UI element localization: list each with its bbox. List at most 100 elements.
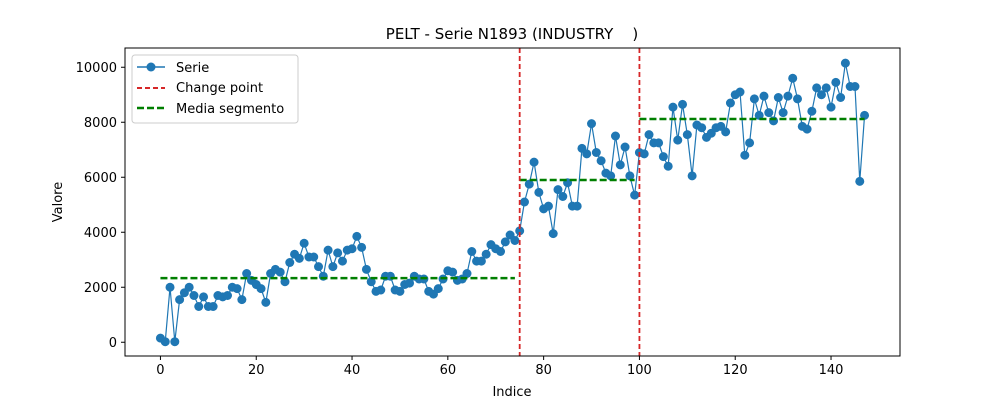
chart-title: PELT - Serie N1893 (INDUSTRY ) (386, 25, 638, 43)
data-point (285, 258, 295, 267)
y-tick-label: 0 (109, 336, 117, 351)
data-point (572, 201, 582, 211)
data-point (615, 160, 625, 170)
x-tick-label: 60 (440, 363, 457, 378)
legend-marker-serie (146, 62, 156, 72)
data-point (639, 149, 649, 159)
data-point (855, 176, 865, 186)
data-point (519, 197, 529, 207)
data-point (510, 236, 520, 245)
data-point (309, 252, 319, 262)
data-point (208, 302, 218, 311)
data-point (261, 297, 271, 307)
data-point (481, 249, 491, 259)
x-tick-label: 80 (535, 363, 552, 378)
x-tick-label: 140 (819, 363, 844, 378)
x-tick-label: 120 (723, 363, 748, 378)
x-tick-label: 20 (248, 363, 265, 378)
data-point (745, 138, 755, 148)
data-point (663, 161, 673, 171)
data-point (610, 131, 620, 141)
legend-item-change-point: Change point (137, 81, 263, 96)
data-point (783, 91, 793, 101)
y-tick-label: 6000 (84, 171, 117, 186)
legend-label-change-point: Change point (176, 81, 263, 96)
data-point (654, 138, 664, 148)
data-point (658, 152, 668, 162)
y-tick-label: 8000 (84, 116, 117, 131)
data-point (836, 93, 846, 102)
data-point (476, 256, 486, 266)
legend-label-media-segmento: Media segmento (176, 102, 284, 117)
legend: Serie Change point Media segmento (131, 54, 299, 124)
data-point (678, 99, 688, 109)
data-point (625, 171, 635, 181)
data-point (606, 171, 616, 181)
data-point (405, 278, 415, 288)
data-point (357, 242, 367, 252)
data-point (467, 247, 477, 256)
data-point (548, 229, 558, 239)
data-point (553, 185, 563, 195)
x-tick-label: 100 (627, 363, 652, 378)
data-point (184, 282, 194, 292)
legend-label-serie: Serie (176, 61, 209, 76)
data-point (237, 295, 247, 305)
data-point (668, 102, 678, 112)
data-point (256, 284, 266, 294)
data-point (376, 285, 386, 295)
data-point (725, 98, 735, 108)
data-point (337, 256, 347, 266)
data-point (740, 150, 750, 160)
data-point (448, 267, 458, 277)
data-point (314, 262, 324, 272)
data-point (754, 110, 764, 120)
data-point (697, 123, 707, 133)
data-point (821, 83, 831, 93)
data-point (194, 302, 204, 311)
data-point (816, 90, 826, 100)
data-point (323, 245, 333, 255)
data-point (773, 93, 783, 102)
data-point (850, 82, 860, 91)
data-point (644, 130, 654, 140)
data-point (778, 108, 788, 118)
y-axis-label: Valore (51, 182, 66, 222)
data-point (620, 142, 630, 152)
data-point (802, 124, 812, 134)
data-point (807, 106, 817, 116)
data-point (630, 190, 640, 200)
data-point (831, 77, 841, 87)
plot-frame (124, 47, 901, 357)
data-point (275, 267, 285, 277)
data-point (596, 156, 606, 166)
y-tick-label: 4000 (84, 226, 117, 241)
data-point (735, 87, 745, 97)
data-point (788, 73, 798, 83)
data-point (328, 262, 338, 272)
data-point (165, 282, 175, 292)
data-point (529, 157, 539, 167)
data-point (524, 179, 534, 189)
data-point (500, 237, 510, 247)
data-point (591, 148, 601, 157)
data-point (496, 247, 506, 256)
data-point (160, 337, 170, 347)
legend-box (131, 54, 299, 124)
data-point (582, 149, 592, 159)
data-point (199, 292, 209, 302)
data-point (433, 284, 443, 294)
legend-item-media-segmento: Media segmento (137, 102, 284, 117)
data-point (361, 264, 371, 274)
data-point (395, 286, 405, 296)
x-tick-label: 40 (344, 363, 361, 378)
data-point (721, 127, 731, 137)
x-axis-label: Indice (492, 385, 531, 400)
data-point (242, 269, 252, 278)
data-point (826, 102, 836, 112)
y-tick-label: 10000 (76, 61, 117, 76)
data-point (749, 94, 759, 104)
data-point (840, 58, 850, 68)
plot-area (155, 48, 870, 356)
